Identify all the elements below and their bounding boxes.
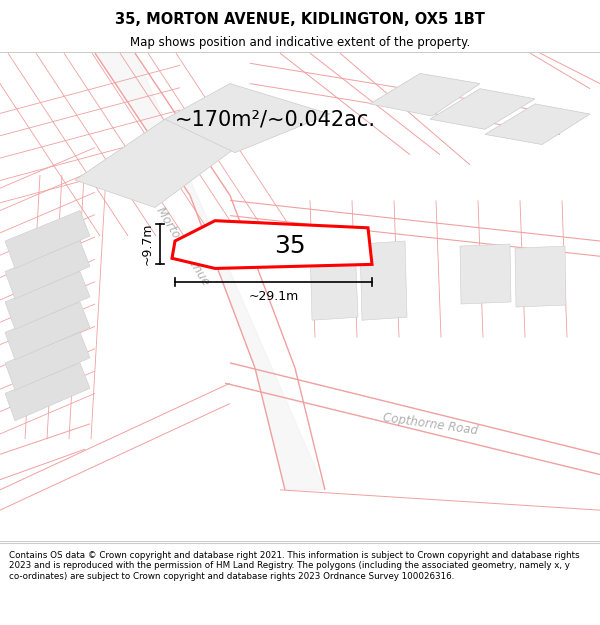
Text: 35: 35 (274, 234, 306, 258)
Polygon shape (360, 241, 407, 320)
Text: ~29.1m: ~29.1m (248, 290, 299, 302)
Polygon shape (460, 244, 511, 304)
Polygon shape (5, 302, 90, 360)
Polygon shape (165, 84, 330, 152)
Polygon shape (515, 246, 566, 307)
Polygon shape (75, 119, 240, 208)
Text: ~170m²/~0.042ac.: ~170m²/~0.042ac. (175, 109, 376, 129)
Polygon shape (5, 363, 90, 421)
Text: ~9.7m: ~9.7m (141, 222, 154, 265)
Polygon shape (5, 241, 90, 299)
Polygon shape (485, 104, 590, 144)
Polygon shape (310, 243, 358, 320)
Text: Morton Avenue: Morton Avenue (154, 204, 212, 288)
Polygon shape (5, 271, 90, 329)
Polygon shape (430, 89, 535, 129)
Polygon shape (172, 221, 372, 269)
Polygon shape (95, 53, 325, 490)
Text: 35, MORTON AVENUE, KIDLINGTON, OX5 1BT: 35, MORTON AVENUE, KIDLINGTON, OX5 1BT (115, 12, 485, 27)
Polygon shape (5, 211, 90, 269)
Text: Copthorne Road: Copthorne Road (382, 411, 478, 437)
Text: Map shows position and indicative extent of the property.: Map shows position and indicative extent… (130, 36, 470, 49)
Polygon shape (5, 332, 90, 390)
Text: Contains OS data © Crown copyright and database right 2021. This information is : Contains OS data © Crown copyright and d… (9, 551, 580, 581)
Polygon shape (370, 73, 480, 116)
